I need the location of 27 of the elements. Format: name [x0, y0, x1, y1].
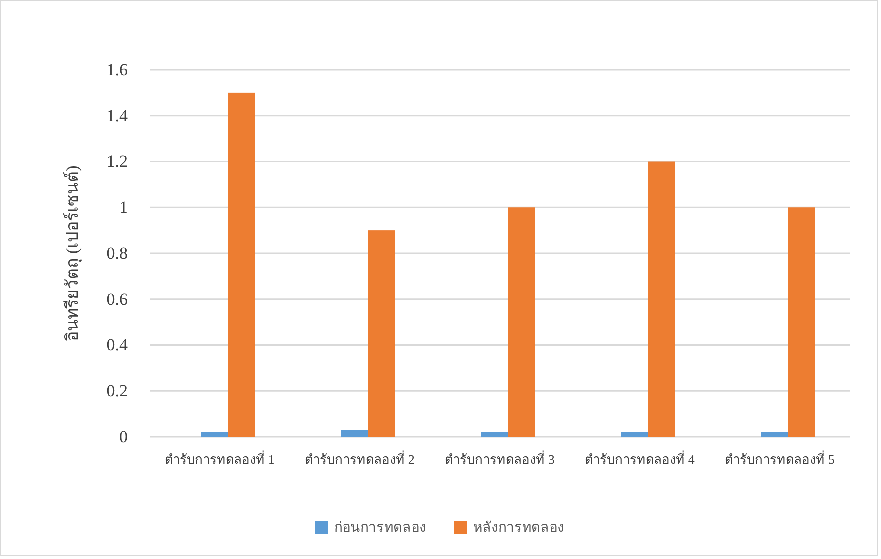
y-tick-label: 0: [120, 427, 128, 446]
bar: [201, 432, 228, 437]
x-tick-label: ตำรับการทดลองที่ 1: [165, 451, 275, 468]
bar: [761, 432, 788, 437]
y-tick-label: 0.8: [106, 244, 128, 263]
x-tick-label: ตำรับการทดลองที่ 2: [305, 451, 415, 468]
legend-label: ก่อนการทดลอง: [334, 520, 426, 536]
y-axis-title: อินทรียวัตถุ (เปอร์เซนต์): [63, 166, 83, 342]
bar: [481, 432, 508, 437]
y-tick-label: 1.2: [106, 152, 128, 172]
bar: [508, 208, 535, 437]
y-tick-label: 1: [120, 198, 128, 218]
bar: [648, 162, 675, 437]
bar: [788, 208, 815, 437]
bar: [368, 230, 395, 437]
y-tick-label: 1.6: [106, 60, 128, 80]
x-tick-label: ตำรับการทดลองที่ 5: [725, 451, 835, 468]
bar: [228, 92, 255, 437]
y-tick-label: 0.4: [106, 336, 128, 355]
x-tick-label: ตำรับการทดลองที่ 4: [585, 451, 696, 468]
legend-label: หลังการทดลอง: [474, 520, 564, 536]
bar: [621, 432, 648, 437]
y-tick-label: 0.6: [106, 290, 128, 309]
y-tick-label: 0.2: [106, 382, 128, 401]
x-tick-label: ตำรับการทดลองที่ 3: [445, 451, 555, 468]
y-tick-label: 1.4: [106, 106, 128, 126]
bar: [341, 430, 368, 437]
